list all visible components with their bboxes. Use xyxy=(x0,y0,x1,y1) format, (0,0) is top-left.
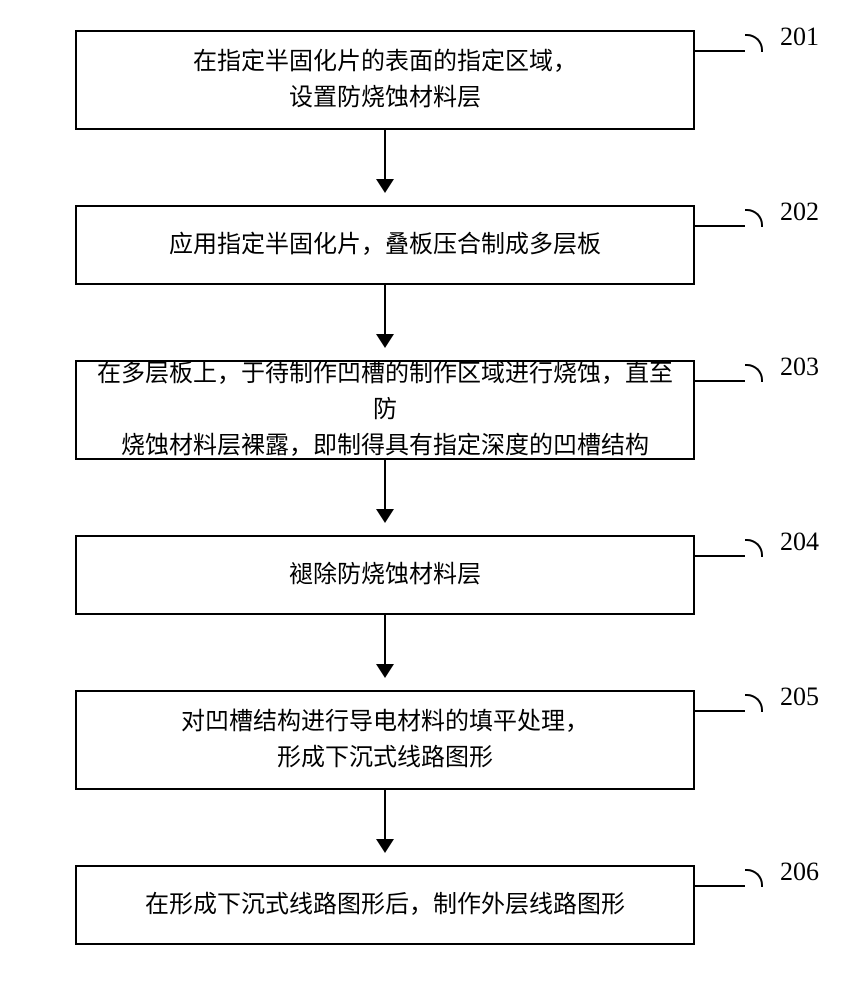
step-text-201: 在指定半固化片的表面的指定区域， 设置防烧蚀材料层 xyxy=(193,44,577,116)
flowchart-canvas: 在指定半固化片的表面的指定区域， 设置防烧蚀材料层 应用指定半固化片，叠板压合制… xyxy=(0,0,854,1000)
callout-line-204 xyxy=(695,555,745,557)
callout-line-205 xyxy=(695,710,745,712)
step-box-202: 应用指定半固化片，叠板压合制成多层板 xyxy=(75,205,695,285)
step-box-204: 褪除防烧蚀材料层 xyxy=(75,535,695,615)
step-text-202: 应用指定半固化片，叠板压合制成多层板 xyxy=(169,227,601,263)
step-text-205: 对凹槽结构进行导电材料的填平处理， 形成下沉式线路图形 xyxy=(181,704,589,776)
step-text-203: 在多层板上，于待制作凹槽的制作区域进行烧蚀，直至防 烧蚀材料层裸露，即制得具有指… xyxy=(97,356,673,464)
step-text-204: 褪除防烧蚀材料层 xyxy=(289,557,481,593)
callout-label-204: 204 xyxy=(780,527,819,557)
arrow-201-202 xyxy=(384,130,386,191)
callout-curve-205 xyxy=(745,694,763,712)
callout-label-202: 202 xyxy=(780,197,819,227)
callout-line-202 xyxy=(695,225,745,227)
callout-label-203: 203 xyxy=(780,352,819,382)
callout-line-206 xyxy=(695,885,745,887)
callout-label-205: 205 xyxy=(780,682,819,712)
callout-curve-204 xyxy=(745,539,763,557)
callout-curve-202 xyxy=(745,209,763,227)
step-box-203: 在多层板上，于待制作凹槽的制作区域进行烧蚀，直至防 烧蚀材料层裸露，即制得具有指… xyxy=(75,360,695,460)
callout-line-201 xyxy=(695,50,745,52)
arrow-203-204 xyxy=(384,460,386,521)
arrow-205-206 xyxy=(384,790,386,851)
callout-curve-203 xyxy=(745,364,763,382)
callout-label-201: 201 xyxy=(780,22,819,52)
step-text-206: 在形成下沉式线路图形后，制作外层线路图形 xyxy=(145,887,625,923)
step-box-201: 在指定半固化片的表面的指定区域， 设置防烧蚀材料层 xyxy=(75,30,695,130)
arrow-204-205 xyxy=(384,615,386,676)
step-box-206: 在形成下沉式线路图形后，制作外层线路图形 xyxy=(75,865,695,945)
callout-label-206: 206 xyxy=(780,857,819,887)
step-box-205: 对凹槽结构进行导电材料的填平处理， 形成下沉式线路图形 xyxy=(75,690,695,790)
arrow-202-203 xyxy=(384,285,386,346)
callout-line-203 xyxy=(695,380,745,382)
callout-curve-201 xyxy=(745,34,763,52)
callout-curve-206 xyxy=(745,869,763,887)
